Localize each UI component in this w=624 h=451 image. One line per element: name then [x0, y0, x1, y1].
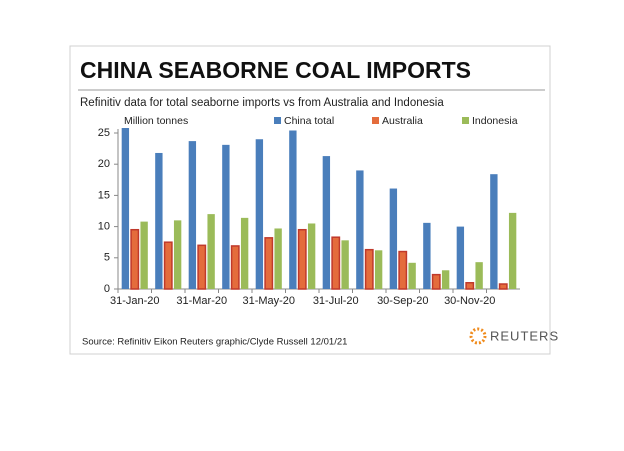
bar	[274, 228, 282, 289]
chart-subtitle: Refinitiv data for total seaborne import…	[80, 97, 444, 109]
bar	[341, 240, 349, 289]
chart-title: CHINA SEABORNE COAL IMPORTS	[80, 57, 471, 83]
legend-label: Indonesia	[472, 115, 518, 127]
bar	[230, 245, 240, 290]
y-tick-label: 0	[104, 283, 110, 295]
bar	[240, 217, 249, 289]
y-tick-label: 25	[98, 127, 110, 139]
bar	[289, 130, 297, 289]
bar	[389, 188, 398, 289]
bar	[222, 144, 230, 289]
legend-label: Australia	[382, 115, 423, 127]
y-axis-label: Million tonnes	[124, 115, 188, 127]
bar	[140, 221, 148, 289]
bar	[431, 273, 441, 290]
x-tick-label: 31-May-20	[242, 295, 295, 307]
legend-label: China total	[284, 115, 334, 127]
bar	[264, 237, 274, 290]
bar	[130, 228, 140, 290]
bar	[188, 141, 197, 289]
bar	[465, 282, 475, 290]
bar	[255, 139, 264, 289]
bar	[456, 226, 465, 289]
legend-swatch	[372, 117, 379, 124]
bar	[307, 223, 316, 289]
y-tick-label: 10	[98, 221, 110, 233]
x-tick-label: 31-Jul-20	[313, 295, 359, 307]
credit: Reuters graphic/Clyde Russell 12/01/21	[180, 337, 347, 348]
bar	[408, 262, 416, 289]
bar	[173, 220, 182, 289]
bar	[490, 174, 498, 289]
bar	[441, 270, 450, 289]
legend-swatch	[462, 117, 469, 124]
bar	[297, 228, 307, 290]
x-tick-label: 30-Nov-20	[444, 295, 495, 307]
bar	[163, 241, 173, 290]
logo: REUTERS	[490, 328, 559, 343]
chart-frame	[69, 45, 551, 355]
y-tick-label: 20	[98, 158, 110, 170]
bar	[322, 156, 331, 289]
x-tick-label: 31-Jan-20	[110, 295, 160, 307]
x-tick-label: 31-Mar-20	[176, 295, 227, 307]
bar	[398, 250, 408, 290]
bar	[364, 248, 374, 290]
bar	[197, 244, 207, 290]
logo-mark	[469, 327, 487, 345]
x-tick-label: 30-Sep-20	[377, 295, 428, 307]
bar	[207, 214, 215, 289]
bar	[331, 236, 341, 290]
bar	[374, 250, 383, 289]
bar	[498, 283, 508, 290]
bar	[121, 128, 130, 289]
legend-swatch	[274, 117, 281, 124]
bar	[508, 212, 517, 289]
y-tick-label: 15	[98, 189, 110, 201]
bar	[356, 170, 364, 289]
bar	[155, 152, 163, 289]
bar	[423, 222, 431, 289]
bar	[475, 262, 483, 289]
source: Source: Refinitiv Eikon	[82, 337, 178, 348]
y-tick-label: 5	[104, 252, 110, 264]
